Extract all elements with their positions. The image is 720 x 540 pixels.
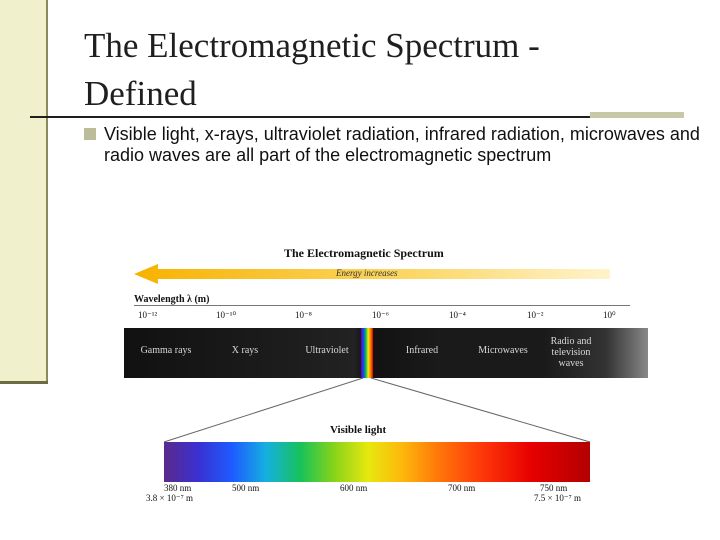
band-radio-tv-waves: Radio and television waves bbox=[550, 336, 592, 369]
visible-tick-label: 750 nm bbox=[540, 483, 568, 493]
slide-title: The Electromagnetic Spectrum - Defined bbox=[84, 26, 540, 113]
tick-label: 10⁰ bbox=[603, 310, 616, 320]
visible-region-marker bbox=[361, 328, 373, 378]
wavelength-label: Wavelength λ (m) bbox=[134, 294, 210, 305]
visible-light-label: Visible light bbox=[330, 424, 387, 436]
energy-arrow bbox=[134, 264, 610, 284]
left-decorative-stripe bbox=[0, 0, 46, 383]
band-infrared: Infrared bbox=[405, 345, 439, 356]
left-stripe-base bbox=[0, 381, 48, 384]
left-rule bbox=[46, 0, 48, 383]
visible-max-wavelength: 7.5 × 10⁻⁷ m bbox=[534, 493, 581, 503]
visible-min-wavelength: 3.8 × 10⁻⁷ m bbox=[146, 493, 193, 503]
band-x-rays: X rays bbox=[231, 345, 259, 356]
tick-label: 10⁻⁸ bbox=[295, 310, 312, 320]
figure-title: The Electromagnetic Spectrum bbox=[284, 246, 444, 260]
bullet-text: Visible light, x-rays, ultraviolet radia… bbox=[104, 124, 700, 165]
tick-label: 10⁻¹² bbox=[138, 310, 158, 320]
energy-increases-label: Energy increases bbox=[336, 268, 398, 278]
visible-spectrum-gradient bbox=[164, 442, 590, 482]
visible-funnel-lines bbox=[163, 378, 591, 443]
title-underline bbox=[30, 116, 670, 118]
spectrum-band bbox=[124, 328, 648, 378]
visible-tick-label: 500 nm bbox=[232, 483, 260, 493]
band-ultraviolet: Ultraviolet bbox=[305, 345, 349, 356]
tick-label: 10⁻⁶ bbox=[372, 310, 389, 320]
bullet-square-icon bbox=[84, 128, 96, 140]
tick-label: 10⁻⁴ bbox=[449, 310, 466, 320]
wavelength-axis bbox=[134, 305, 630, 306]
title-underline-accent bbox=[590, 112, 684, 118]
tick-label: 10⁻¹⁰ bbox=[216, 310, 237, 320]
visible-tick-label: 380 nm bbox=[164, 483, 192, 493]
visible-tick-label: 700 nm bbox=[448, 483, 476, 493]
visible-tick-label: 600 nm bbox=[340, 483, 368, 493]
tick-label: 10⁻² bbox=[527, 310, 544, 320]
band-microwaves: Microwaves bbox=[478, 345, 528, 356]
band-gamma-rays: Gamma rays bbox=[140, 345, 192, 356]
